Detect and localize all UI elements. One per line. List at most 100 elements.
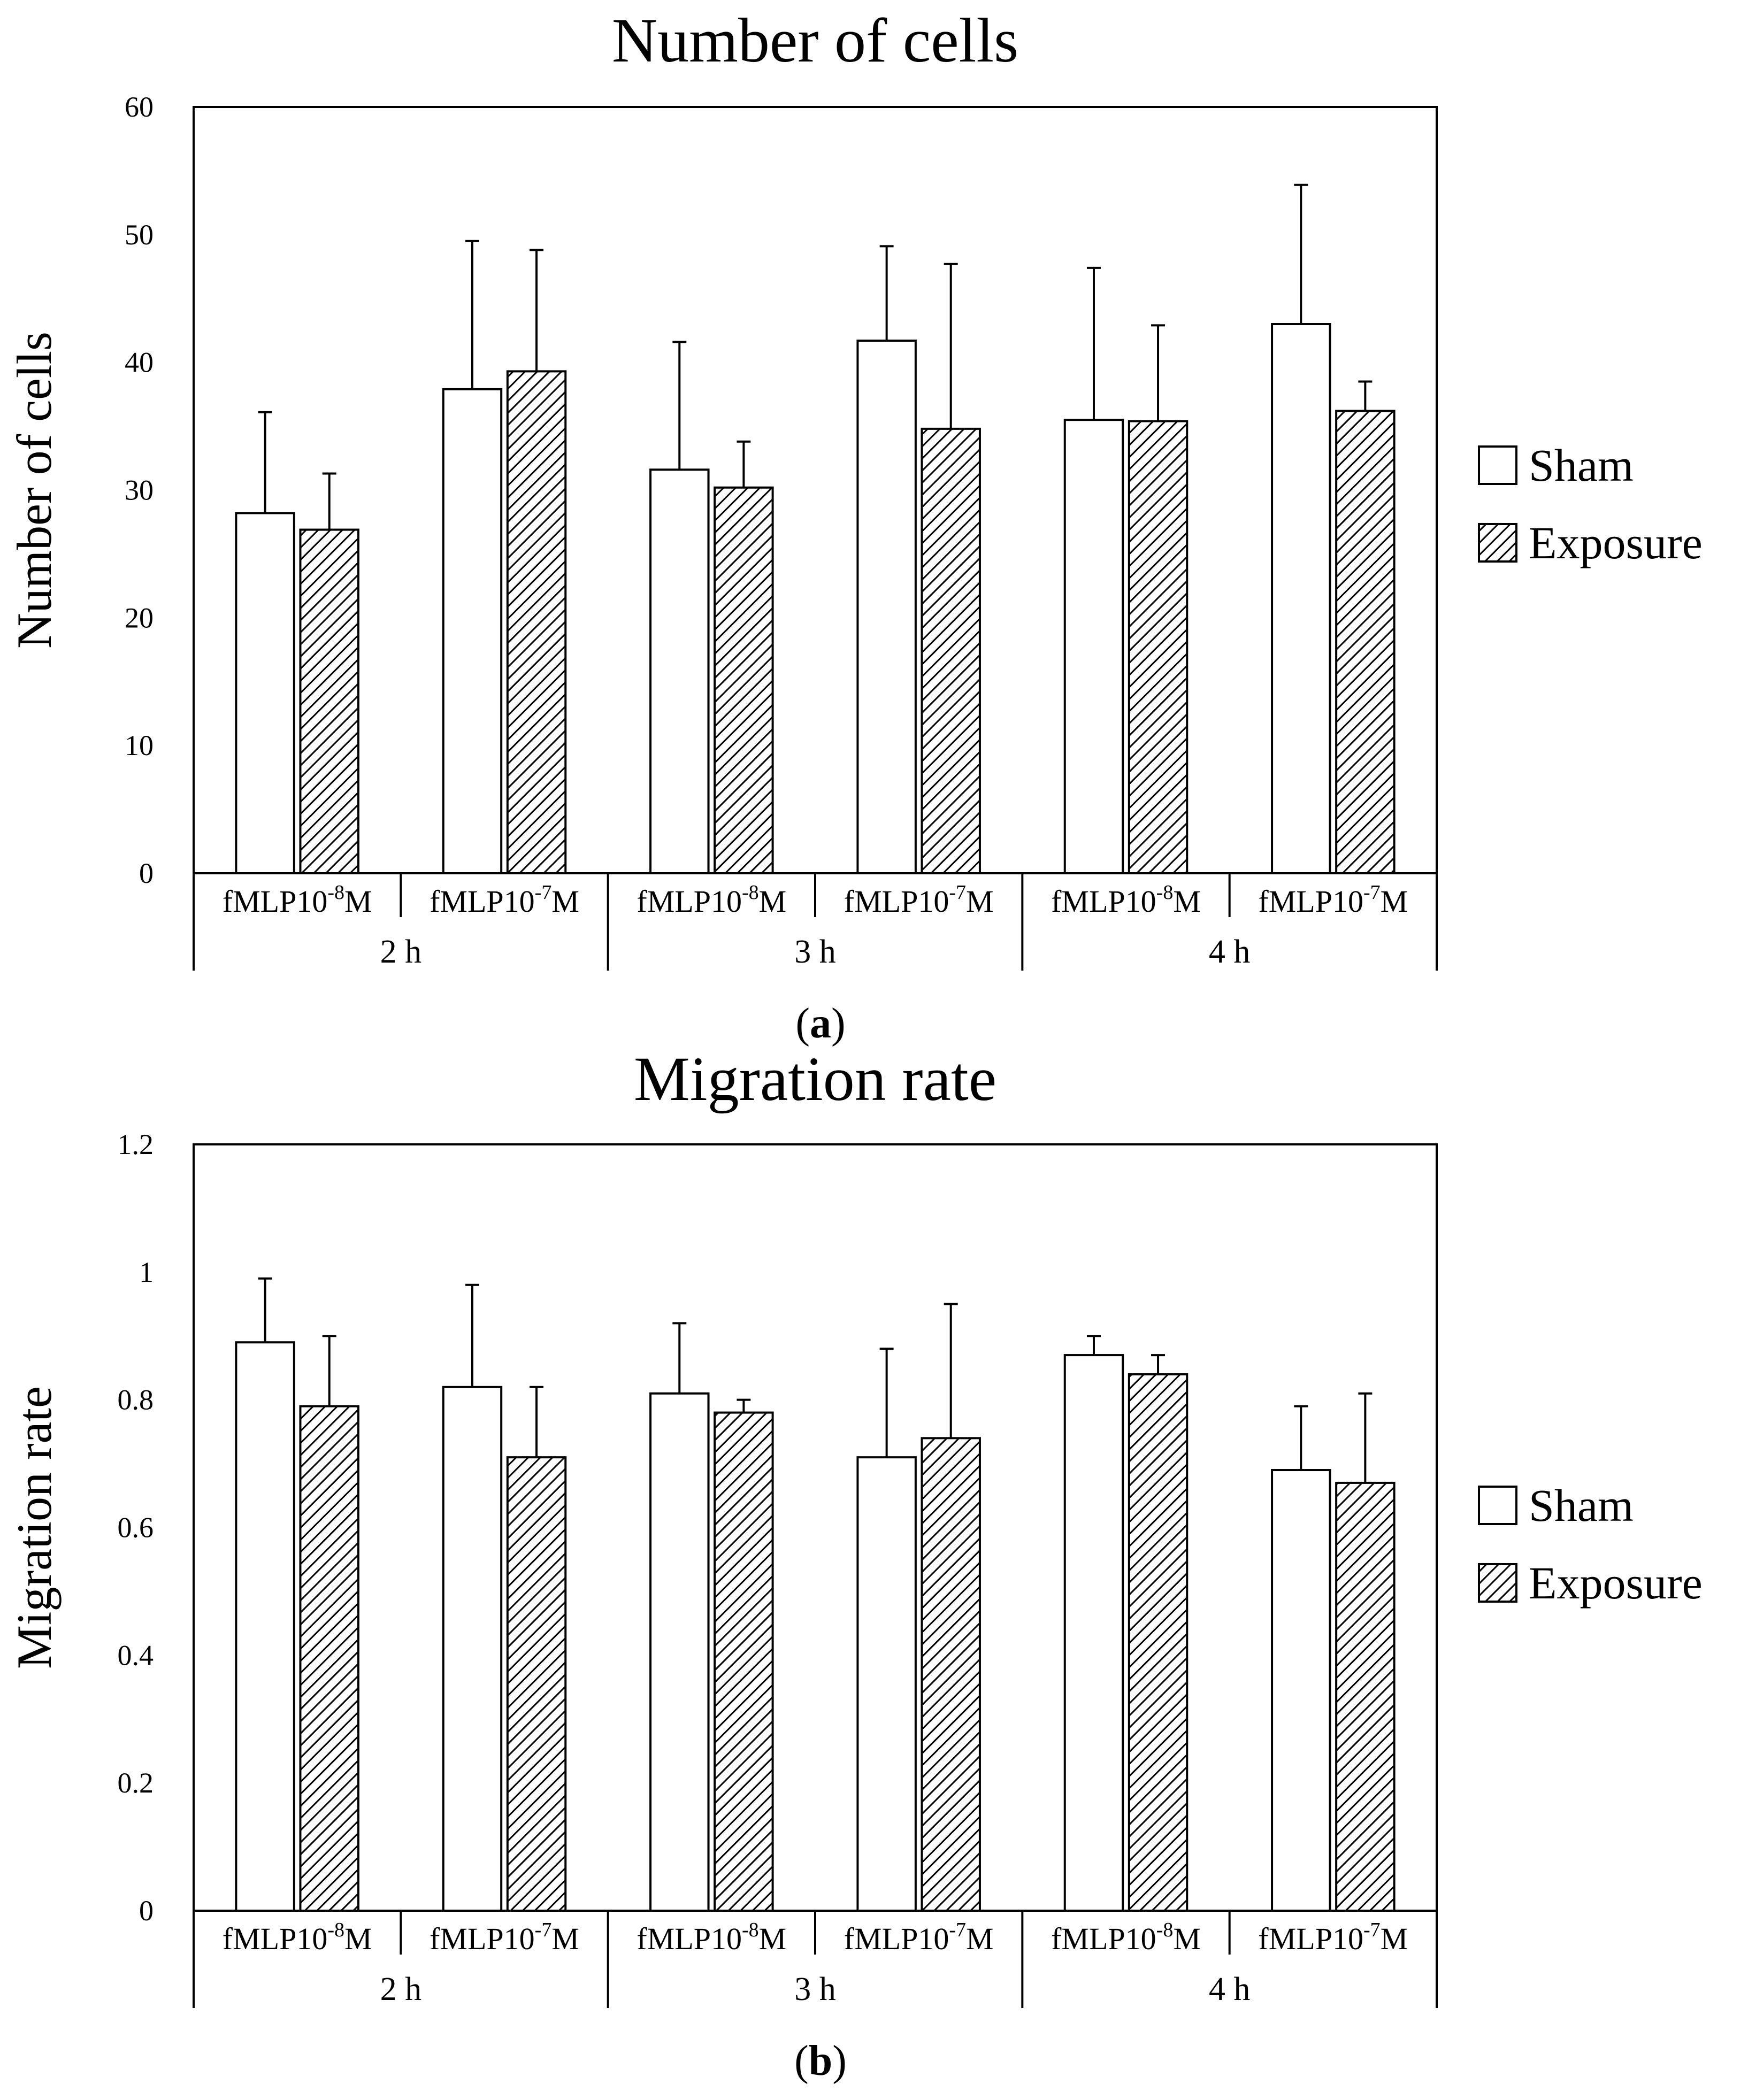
x-tick-label: fMLP10-7M [844, 881, 994, 919]
bar-exposure [506, 1456, 567, 1912]
x-tick-label-base: fMLP10 [223, 884, 328, 919]
x-tick-label: fMLP10-8M [223, 881, 372, 919]
legend-label-exposure: Exposure [1529, 517, 1703, 568]
x-tick-label-unit: M [966, 884, 994, 919]
y-tick-label: 1 [139, 1256, 154, 1288]
y-tick-label: 60 [125, 91, 154, 123]
bar-exposure [299, 1405, 359, 1912]
x-tick-label-exponent: -8 [1156, 1919, 1174, 1941]
x-tick-label-exponent: -8 [327, 881, 344, 904]
group-label-3-h: 3 h [794, 1971, 836, 2007]
y-tick-label: 50 [125, 219, 154, 251]
bar-sham [856, 340, 917, 874]
bar-exposure [1335, 1481, 1396, 1912]
group-label-2-h: 2 h [380, 934, 422, 970]
bar-exposure [506, 370, 567, 874]
x-tick-label: fMLP10-8M [637, 1919, 786, 1956]
legend-label-sham: Sham [1529, 1480, 1634, 1531]
bar-exposure [714, 486, 774, 874]
panel-label-letter: b [809, 2037, 833, 2084]
bar-sham [442, 388, 503, 874]
y-axis-label: Migration rate [7, 1386, 62, 1669]
bar-sham [856, 1456, 917, 1912]
x-tick-label-unit: M [551, 884, 579, 919]
bar-sham [235, 512, 295, 874]
bar-exposure [1128, 1373, 1189, 1912]
y-tick-label: 20 [125, 602, 154, 634]
panel-label: (a) [795, 1000, 845, 1047]
x-tick-label-unit: M [759, 1921, 787, 1956]
legend-swatch-exposure [1478, 1563, 1517, 1603]
bar-sham [1063, 1354, 1124, 1912]
panel-label-close: ) [831, 1000, 846, 1047]
bar-exposure [921, 1437, 981, 1912]
panel-label-close: ) [832, 2037, 847, 2084]
bar-exposure [1335, 410, 1396, 874]
y-tick-label: 40 [125, 347, 154, 379]
x-tick-label-exponent: -8 [742, 1919, 759, 1941]
y-tick-label: 0.4 [118, 1639, 154, 1671]
bar-sham [1063, 419, 1124, 874]
x-tick-label-exponent: -7 [535, 1919, 552, 1941]
bar-sham [235, 1341, 295, 1912]
x-tick-label-base: fMLP10 [844, 884, 949, 919]
y-tick-label: 0 [139, 1895, 154, 1927]
x-tick-label-base: fMLP10 [1258, 884, 1363, 919]
bar-exposure [714, 1411, 774, 1912]
x-tick-label: fMLP10-8M [223, 1919, 372, 1956]
y-tick-label: 30 [125, 474, 154, 506]
x-tick-label-unit: M [551, 1921, 579, 1956]
bar-exposure [1128, 420, 1189, 874]
chart-number-of-cells: Number of cells Number of cells 0 10 20 30 40 5… [7, 5, 1703, 1047]
x-tick-label-base: fMLP10 [223, 1921, 328, 1956]
x-tick-label-base: fMLP10 [637, 884, 742, 919]
legend-label-exposure: Exposure [1529, 1557, 1703, 1609]
x-tick-label: fMLP10-7M [1258, 1919, 1408, 1956]
x-tick-label-exponent: -7 [949, 881, 966, 904]
x-tick-label-base: fMLP10 [1051, 1921, 1156, 1956]
group-label-4-h: 4 h [1209, 934, 1251, 970]
panel-label: (b) [794, 2037, 847, 2084]
legend-swatch-sham [1478, 445, 1517, 485]
x-tick-label: fMLP10-7M [430, 1919, 579, 1956]
x-tick-label: fMLP10-7M [1258, 881, 1408, 919]
bar-exposure [921, 427, 981, 874]
x-tick-label-exponent: -7 [949, 1919, 966, 1941]
legend-swatch-exposure [1478, 523, 1517, 563]
y-tick-label: 0 [139, 857, 154, 889]
x-tick-label-base: fMLP10 [844, 1921, 949, 1956]
y-axis-label: Number of cells [7, 332, 62, 649]
legend-label-sham: Sham [1529, 440, 1634, 491]
x-tick-label-exponent: -7 [1363, 881, 1381, 904]
x-tick-label-exponent: -7 [535, 881, 552, 904]
x-tick-label-exponent: -8 [327, 1919, 344, 1941]
y-tick-label: 0.8 [118, 1384, 154, 1416]
x-tick-label: fMLP10-8M [1051, 881, 1201, 919]
x-tick-label-unit: M [1173, 1921, 1201, 1956]
x-tick-label-unit: M [759, 884, 787, 919]
x-tick-label-base: fMLP10 [1051, 884, 1156, 919]
panel-label-letter: a [810, 1000, 831, 1047]
bar-sham [1271, 1469, 1331, 1912]
x-tick-label-unit: M [1381, 884, 1408, 919]
chart-title: Migration rate [634, 1044, 996, 1114]
plot-frame [193, 106, 1438, 874]
x-tick-label-exponent: -8 [1156, 881, 1174, 904]
x-tick-label-unit: M [344, 1921, 372, 1956]
x-tick-label-unit: M [1173, 884, 1201, 919]
y-tick-label: 0.2 [118, 1767, 154, 1799]
y-tick-label: 0.6 [118, 1512, 154, 1544]
x-tick-label: fMLP10-7M [430, 881, 579, 919]
x-tick-label: fMLP10-8M [1051, 1919, 1201, 1956]
chart-migration-rate: Migration rate Migration rate 0 0.2 0.4 0.6 0.… [7, 1044, 1703, 2084]
y-tick-label: 10 [125, 729, 154, 761]
x-tick-label-unit: M [344, 884, 372, 919]
legend-swatch-sham [1478, 1486, 1517, 1525]
bar-sham [1271, 323, 1331, 874]
group-label-4-h: 4 h [1209, 1971, 1251, 2007]
x-tick-label-base: fMLP10 [1258, 1921, 1363, 1956]
x-tick-label-exponent: -8 [742, 881, 759, 904]
x-tick-label-base: fMLP10 [430, 1921, 535, 1956]
bar-sham [442, 1386, 503, 1912]
